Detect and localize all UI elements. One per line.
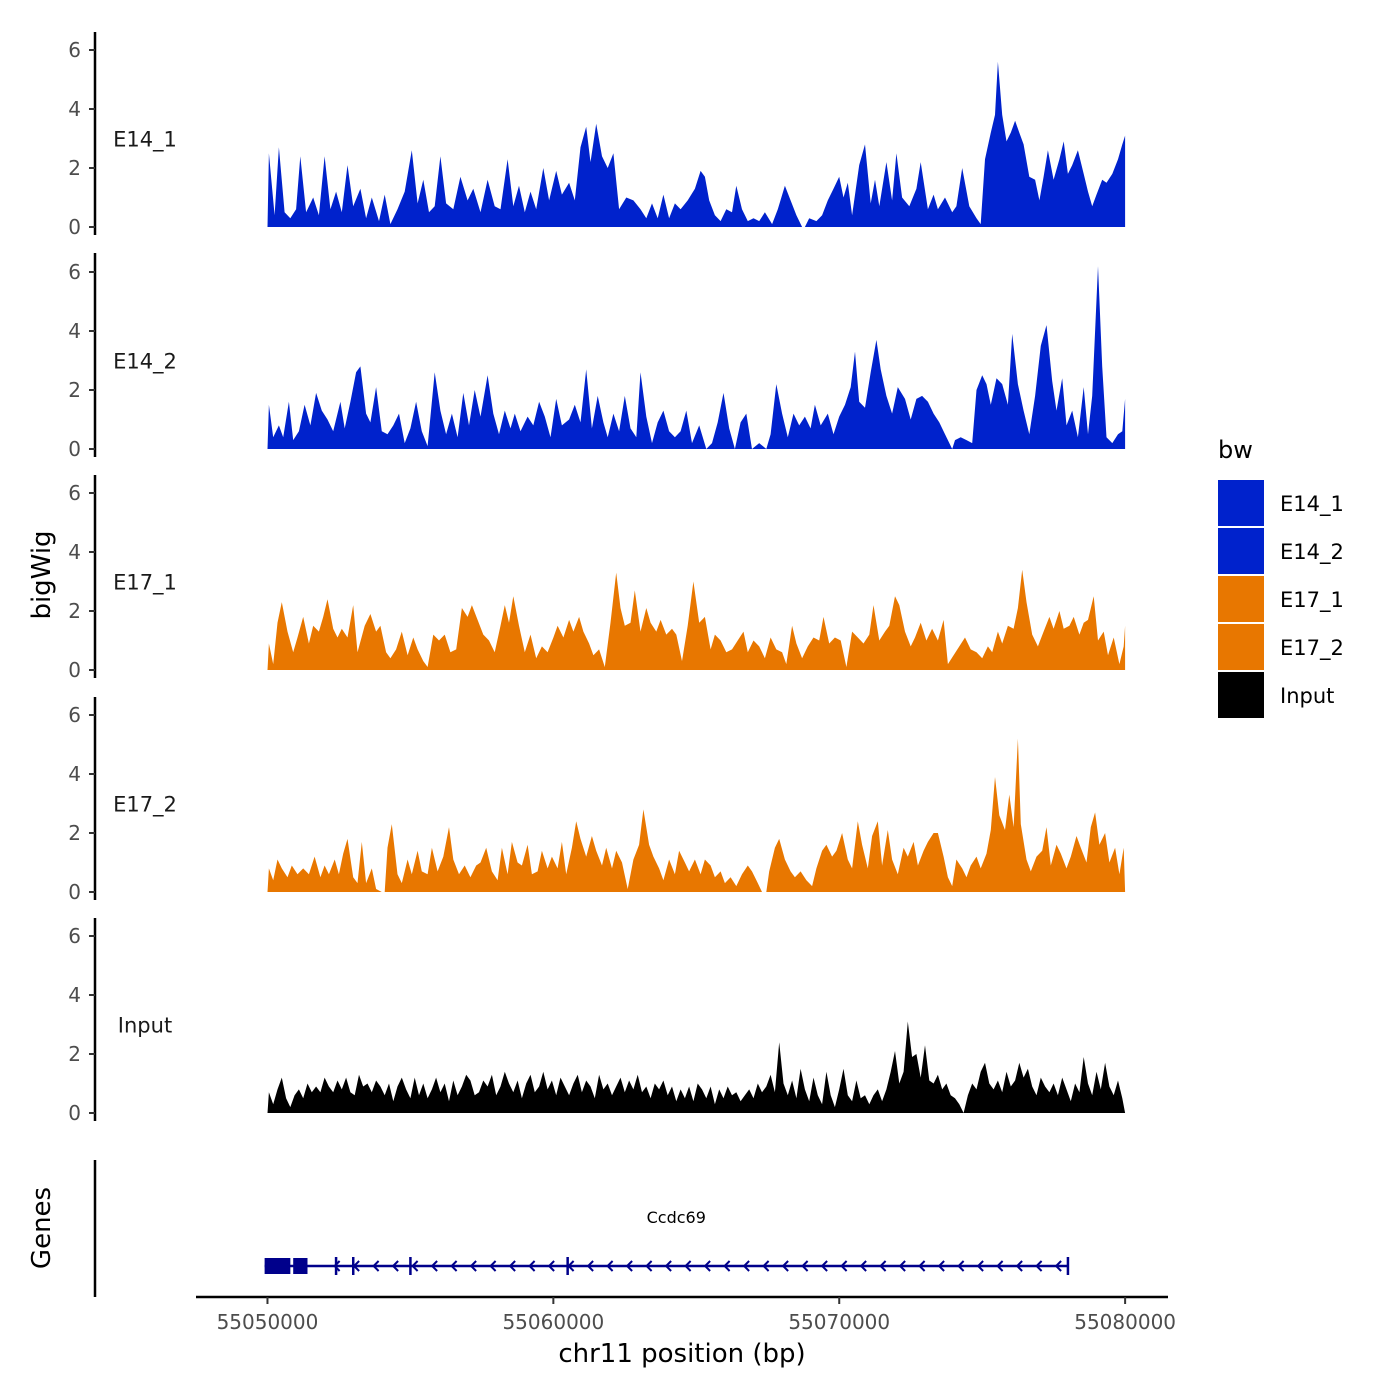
strand-arrow (840, 1260, 848, 1272)
x-axis: 55050000 55060000 55070000 55080000 (196, 1295, 1176, 1334)
gene-exon (264, 1258, 291, 1274)
legend-swatch-e14_2 (1218, 528, 1264, 574)
y-tick-label: 6 (68, 38, 81, 62)
strand-arrow (723, 1260, 731, 1272)
y-tick-label: 4 (68, 540, 81, 564)
y-tick-label: 4 (68, 762, 81, 786)
strand-arrow (781, 1260, 789, 1272)
y-tick-label: 4 (68, 983, 81, 1007)
signal-area-e14_2 (267, 266, 1126, 449)
track-panel-e17_1: 0 2 4 6 E17_1 (68, 475, 1126, 682)
strand-arrow (333, 1260, 341, 1272)
track-label: Input (118, 1014, 172, 1038)
x-axis-title: chr11 position (bp) (558, 1339, 805, 1369)
signal-area-e14_1 (267, 61, 1126, 227)
strand-arrow (625, 1260, 633, 1272)
strand-arrow (937, 1260, 945, 1272)
strand-arrow (1035, 1260, 1043, 1272)
genes-panel: Ccdc69 (93, 1160, 1070, 1297)
strand-arrow (898, 1260, 906, 1272)
y-tick-label: 2 (68, 821, 81, 845)
strand-arrow (1015, 1260, 1023, 1272)
y-tick-label: 0 (68, 658, 81, 682)
legend-swatch-e17_1 (1218, 576, 1264, 622)
strand-arrow (801, 1260, 809, 1272)
y-tick-label: 2 (68, 599, 81, 623)
gene-exon (293, 1258, 308, 1274)
strand-arrow (586, 1260, 594, 1272)
genes-axis-title: Genes (27, 1187, 57, 1269)
y-tick-label: 0 (68, 437, 81, 461)
track-label: E14_1 (113, 128, 177, 153)
strand-arrow (976, 1260, 984, 1272)
signal-area-input (267, 1021, 1126, 1113)
strand-arrow (411, 1260, 419, 1272)
strand-arrow (547, 1260, 555, 1272)
y-tick-label: 6 (68, 924, 81, 948)
strand-arrow (391, 1260, 399, 1272)
y-tick-label: 0 (68, 1101, 81, 1125)
y-tick-label: 2 (68, 156, 81, 180)
strand-arrow (762, 1260, 770, 1272)
track-panel-e14_2: 0 2 4 6 E14_2 (68, 253, 1126, 461)
signal-panels: 0 2 4 6 E14_1 0 2 4 6 E14_2 0 2 4 6 E17_1 0 2 4 6 E17_2 0 2 4 6… (68, 32, 1126, 1125)
strand-arrow (820, 1260, 828, 1272)
legend-swatch-input (1218, 672, 1264, 718)
signal-area-e17_1 (267, 569, 1126, 670)
x-tick-label: 55080000 (1074, 1310, 1176, 1334)
legend-swatch-e17_2 (1218, 624, 1264, 670)
track-panel-input: 0 2 4 6 Input (68, 918, 1126, 1125)
y-tick-label: 6 (68, 703, 81, 727)
y-tick-label: 0 (68, 215, 81, 239)
x-tick-label: 55070000 (788, 1310, 890, 1334)
y-axis-title: bigWig (27, 530, 57, 619)
strand-arrow (606, 1260, 614, 1272)
y-tick-label: 6 (68, 481, 81, 505)
y-tick-label: 2 (68, 1042, 81, 1066)
y-tick-label: 0 (68, 880, 81, 904)
legend-title: bw (1218, 436, 1253, 464)
legend-label: E14_1 (1280, 492, 1344, 517)
strand-arrow (372, 1260, 380, 1272)
strand-arrow (489, 1260, 497, 1272)
legend-swatch-e14_1 (1218, 480, 1264, 526)
strand-arrow (703, 1260, 711, 1272)
track-panel-e17_2: 0 2 4 6 E17_2 (68, 697, 1126, 904)
track-label: E17_2 (113, 793, 177, 818)
x-tick-label: 55060000 (502, 1310, 604, 1334)
track-label: E17_1 (113, 571, 177, 596)
legend-label: E14_2 (1280, 540, 1344, 565)
y-tick-label: 2 (68, 378, 81, 402)
strand-arrow (1054, 1260, 1062, 1272)
y-tick-label: 4 (68, 319, 81, 343)
strand-arrow (742, 1260, 750, 1272)
y-tick-label: 6 (68, 260, 81, 284)
track-label: E14_2 (113, 350, 177, 375)
strand-arrow (645, 1260, 653, 1272)
strand-arrow (528, 1260, 536, 1272)
strand-arrow (430, 1260, 438, 1272)
strand-arrow (508, 1260, 516, 1272)
gene-name-label: Ccdc69 (647, 1208, 706, 1227)
strand-arrow (859, 1260, 867, 1272)
x-tick-label: 55050000 (217, 1310, 319, 1334)
strand-arrow (684, 1260, 692, 1272)
signal-area-e17_2 (267, 738, 1126, 892)
legend: bw E14_1 E14_2 E17_1 E17_2 Input (1218, 436, 1344, 718)
y-tick-label: 4 (68, 97, 81, 121)
strand-arrow (450, 1260, 458, 1272)
strand-arrow (469, 1260, 477, 1272)
legend-label: Input (1280, 684, 1334, 708)
strand-arrow (918, 1260, 926, 1272)
strand-arrow (996, 1260, 1004, 1272)
strand-arrow (664, 1260, 672, 1272)
gene-model: Ccdc69 (264, 1208, 1070, 1275)
track-panel-e14_1: 0 2 4 6 E14_1 (68, 32, 1126, 239)
strand-arrow (957, 1260, 965, 1272)
legend-label: E17_2 (1280, 636, 1344, 661)
legend-label: E17_1 (1280, 588, 1344, 613)
strand-arrow (879, 1260, 887, 1272)
